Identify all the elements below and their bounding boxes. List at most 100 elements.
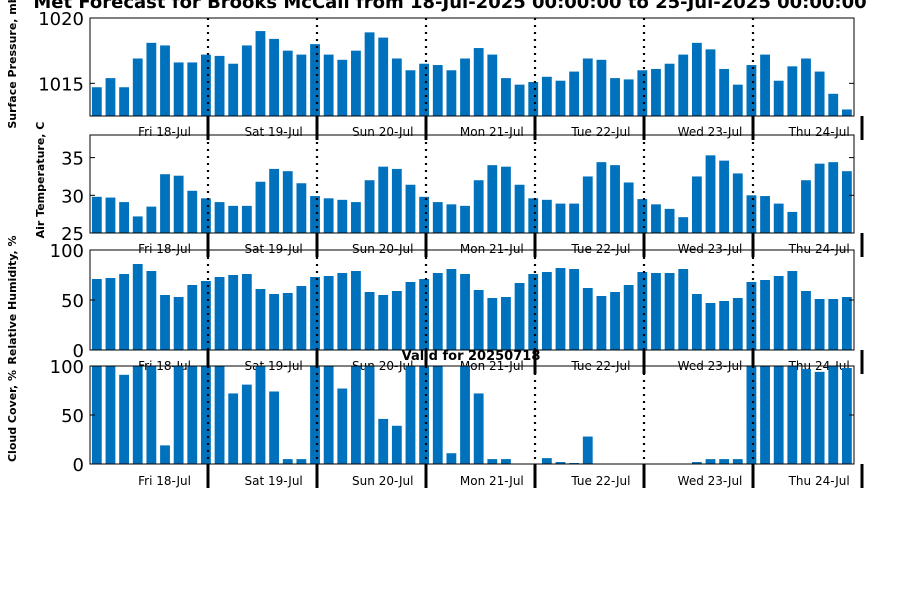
bar-humidity-37 — [596, 296, 607, 350]
bar-pressure-53 — [814, 71, 825, 116]
bar-cloud-28 — [473, 393, 484, 464]
bar-pressure-52 — [801, 58, 811, 116]
bar-humidity-20 — [364, 292, 375, 350]
bar-humidity-55 — [841, 297, 852, 350]
bar-humidity-42 — [664, 273, 675, 350]
bar-pressure-26 — [446, 70, 457, 116]
bar-pressure-4 — [146, 42, 157, 116]
bar-temperature-13 — [269, 168, 280, 233]
bar-pressure-30 — [501, 78, 511, 116]
bar-cloud-45 — [705, 459, 716, 464]
bar-pressure-17 — [323, 54, 334, 116]
bar-humidity-40 — [637, 272, 648, 350]
plot-frame-temperature — [89, 134, 855, 234]
panel-pressure: 1015 1020 Fri 18-Jul Sat 19-Jul Sun 20-Jul Mo… — [6, 0, 864, 140]
bar-pressure-19 — [351, 50, 361, 116]
bar-temperature-36 — [582, 176, 593, 233]
bar-temperature-24 — [419, 196, 430, 233]
bar-temperature-10 — [228, 205, 239, 233]
bar-humidity-35 — [569, 269, 580, 350]
bar-pressure-11 — [241, 45, 252, 116]
bar-pressure-21 — [378, 37, 389, 116]
xtick-label-cloud-3: Mon 21-Jul — [460, 474, 524, 488]
bar-temperature-19 — [351, 202, 361, 233]
bar-pressure-45 — [705, 49, 716, 116]
bar-humidity-31 — [514, 283, 525, 350]
bar-humidity-18 — [337, 273, 348, 350]
bar-cloud-51 — [787, 366, 798, 464]
bar-cloud-22 — [391, 425, 402, 464]
bar-humidity-41 — [651, 273, 661, 350]
bar-pressure-6 — [173, 62, 184, 116]
bar-humidity-39 — [623, 285, 634, 350]
bar-pressure-35 — [569, 71, 580, 116]
bar-temperature-44 — [691, 176, 702, 233]
plot-frame-pressure — [89, 17, 855, 117]
bar-humidity-0 — [91, 279, 102, 350]
ylabel-humidity: Relative Humidity, % — [6, 235, 19, 364]
xtick-label-cloud-6: Thu 24-Jul — [788, 474, 850, 488]
bar-temperature-2 — [119, 202, 129, 233]
xtick-label-pressure-1: Sat 19-Jul — [245, 125, 303, 139]
bar-humidity-8 — [201, 281, 211, 350]
bar-cloud-48 — [746, 366, 757, 464]
bar-temperature-45 — [705, 155, 716, 233]
bar-temperature-21 — [378, 166, 389, 233]
ylabel-cloud: Cloud Cover, % — [6, 370, 19, 462]
xtick-label-temperature-5: Wed 23-Jul — [678, 242, 743, 256]
bar-pressure-29 — [487, 54, 498, 116]
bar-cloud-33 — [541, 458, 552, 464]
chart-panels: 1015 1020 Fri 18-Jul Sat 19-Jul Sun 20-Jul Mo… — [6, 0, 864, 488]
bar-pressure-43 — [678, 54, 689, 116]
xtick-label-pressure-3: Mon 21-Jul — [460, 125, 524, 139]
bar-cloud-15 — [296, 459, 307, 464]
bar-pressure-7 — [187, 62, 198, 116]
bar-temperature-30 — [501, 166, 511, 233]
bar-temperature-51 — [787, 211, 798, 233]
bar-temperature-12 — [255, 181, 266, 233]
bar-cloud-54 — [828, 366, 839, 464]
bar-humidity-14 — [282, 293, 293, 350]
bar-humidity-13 — [269, 294, 280, 350]
ytick-label-cloud-1: 50 — [61, 406, 84, 427]
bar-humidity-29 — [487, 298, 498, 350]
bar-humidity-6 — [173, 297, 184, 350]
bar-humidity-16 — [310, 277, 320, 350]
bar-pressure-15 — [296, 54, 307, 116]
ytick-label-cloud-2: 100 — [50, 357, 84, 378]
bar-temperature-29 — [487, 165, 498, 233]
xtick-label-temperature-3: Mon 21-Jul — [460, 242, 524, 256]
bar-temperature-1 — [105, 197, 116, 233]
bar-cloud-50 — [773, 366, 784, 464]
bar-temperature-22 — [391, 168, 402, 233]
bar-pressure-55 — [841, 109, 852, 116]
bar-temperature-37 — [596, 162, 607, 233]
bar-humidity-38 — [610, 292, 620, 350]
bar-cloud-10 — [228, 393, 239, 464]
bar-cloud-52 — [801, 368, 811, 464]
bar-humidity-27 — [460, 274, 470, 350]
bar-cloud-24 — [419, 366, 430, 464]
bar-pressure-42 — [664, 63, 675, 116]
bar-humidity-32 — [528, 274, 539, 350]
panel-cloud: 0 50 100 Fri 18-Jul Sat 19-Jul Sun 20-Jul Mon … — [6, 357, 864, 488]
bar-humidity-30 — [501, 297, 511, 350]
bar-pressure-10 — [228, 63, 239, 116]
bar-temperature-0 — [91, 196, 102, 233]
bar-cloud-12 — [255, 366, 266, 464]
bar-pressure-12 — [255, 31, 266, 116]
bar-pressure-34 — [555, 80, 566, 116]
bar-pressure-41 — [651, 68, 661, 116]
bar-cloud-18 — [337, 388, 348, 464]
bar-cloud-17 — [323, 366, 334, 464]
bar-pressure-3 — [132, 58, 143, 116]
bar-cloud-23 — [405, 366, 416, 464]
bar-humidity-43 — [678, 269, 689, 350]
bar-temperature-41 — [651, 204, 661, 233]
bar-cloud-21 — [378, 418, 389, 464]
bar-pressure-8 — [201, 54, 211, 116]
bar-pressure-44 — [691, 42, 702, 116]
bar-humidity-17 — [323, 276, 334, 350]
bar-pressure-49 — [760, 54, 770, 116]
